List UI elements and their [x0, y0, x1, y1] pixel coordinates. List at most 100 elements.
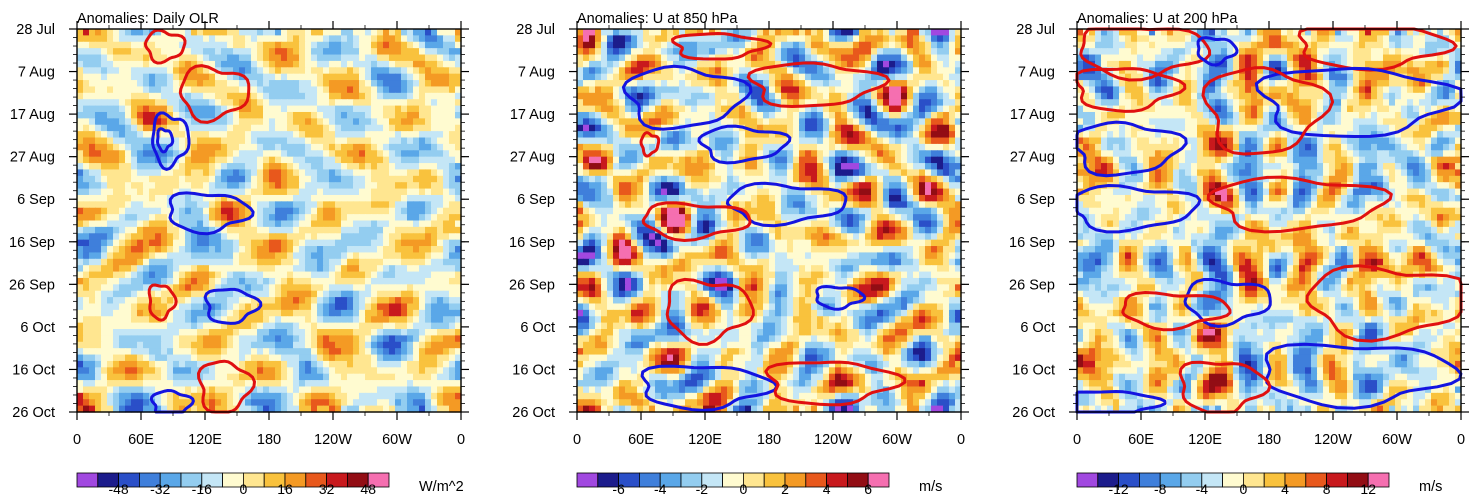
field-cell — [643, 54, 650, 62]
field-cell — [275, 194, 282, 202]
field-cell — [425, 367, 432, 375]
field-cell — [155, 239, 162, 247]
field-cell — [251, 60, 258, 68]
y-tick-label: 6 Oct — [20, 320, 55, 336]
field-cell — [389, 233, 396, 241]
field-cell — [721, 92, 728, 100]
field-cell — [425, 163, 432, 171]
field-cell — [131, 80, 138, 88]
field-cell — [335, 348, 342, 356]
field-cell — [299, 335, 306, 343]
field-cell — [757, 118, 764, 126]
field-cell — [299, 226, 306, 234]
field-cell — [251, 86, 258, 94]
field-cell — [323, 329, 330, 336]
field-cell — [161, 252, 168, 260]
field-cell — [449, 246, 456, 254]
field-cell — [215, 182, 222, 190]
field-cell — [311, 297, 318, 305]
field-cell — [305, 54, 312, 62]
field-cell — [793, 48, 800, 56]
field-cell — [137, 150, 144, 158]
field-cell — [329, 386, 336, 394]
field-cell — [77, 67, 84, 75]
field-cell — [311, 150, 318, 158]
field-cell — [685, 29, 692, 36]
field-cell — [323, 118, 330, 126]
shaded-field — [577, 29, 962, 413]
field-cell — [101, 297, 108, 305]
field-cell — [673, 118, 680, 126]
field-cell — [263, 405, 270, 413]
field-cell — [161, 92, 168, 100]
field-cell — [257, 220, 264, 228]
field-cell — [703, 67, 710, 75]
field-cell — [161, 105, 168, 113]
field-cell — [197, 226, 204, 234]
field-cell — [443, 60, 450, 68]
field-cell — [167, 271, 174, 279]
field-cell — [89, 156, 96, 164]
field-cell — [305, 277, 312, 285]
field-cell — [407, 322, 414, 330]
field-cell — [383, 405, 390, 413]
field-cell — [335, 60, 342, 68]
field-cell — [155, 290, 162, 298]
field-cell — [419, 73, 426, 81]
field-cell — [227, 214, 234, 222]
field-cell — [215, 48, 222, 56]
field-cell — [323, 163, 330, 171]
field-cell — [311, 131, 318, 139]
field-cell — [299, 392, 306, 400]
field-cell — [173, 329, 180, 336]
field-cell — [329, 239, 336, 247]
field-cell — [817, 111, 824, 119]
field-cell — [185, 246, 192, 254]
field-cell — [227, 392, 234, 400]
field-cell — [311, 92, 318, 100]
field-cell — [293, 35, 300, 43]
field-cell — [107, 316, 114, 324]
field-cell — [239, 265, 246, 273]
field-cell — [431, 118, 438, 126]
field-cell — [107, 54, 114, 62]
field-cell — [631, 60, 638, 68]
field-cell — [413, 48, 420, 56]
field-cell — [323, 348, 330, 356]
field-cell — [371, 131, 378, 139]
field-cell — [101, 99, 108, 107]
field-cell — [847, 80, 854, 88]
field-cell — [655, 73, 662, 81]
field-cell — [131, 277, 138, 285]
field-cell — [335, 246, 342, 254]
field-cell — [365, 271, 372, 279]
field-cell — [233, 322, 240, 330]
field-cell — [257, 35, 264, 43]
field-cell — [299, 252, 306, 260]
field-cell — [305, 367, 312, 375]
field-cell — [757, 80, 764, 88]
field-cell — [227, 188, 234, 196]
field-cell — [449, 316, 456, 324]
field-cell — [823, 41, 830, 49]
field-cell — [443, 233, 450, 241]
field-cell — [311, 252, 318, 260]
field-cell — [449, 105, 456, 113]
field-cell — [143, 246, 150, 254]
field-cell — [173, 354, 180, 362]
field-cell — [625, 118, 632, 126]
field-cell — [197, 233, 204, 241]
field-cell — [263, 252, 270, 260]
field-cell — [275, 99, 282, 107]
field-cell — [371, 150, 378, 158]
field-cell — [949, 60, 956, 68]
field-cell — [293, 239, 300, 247]
field-cell — [673, 86, 680, 94]
field-cell — [769, 105, 776, 113]
field-cell — [215, 354, 222, 362]
field-cell — [293, 220, 300, 228]
field-cell — [853, 35, 860, 43]
field-cell — [847, 54, 854, 62]
field-cell — [637, 92, 644, 100]
field-cell — [377, 194, 384, 202]
